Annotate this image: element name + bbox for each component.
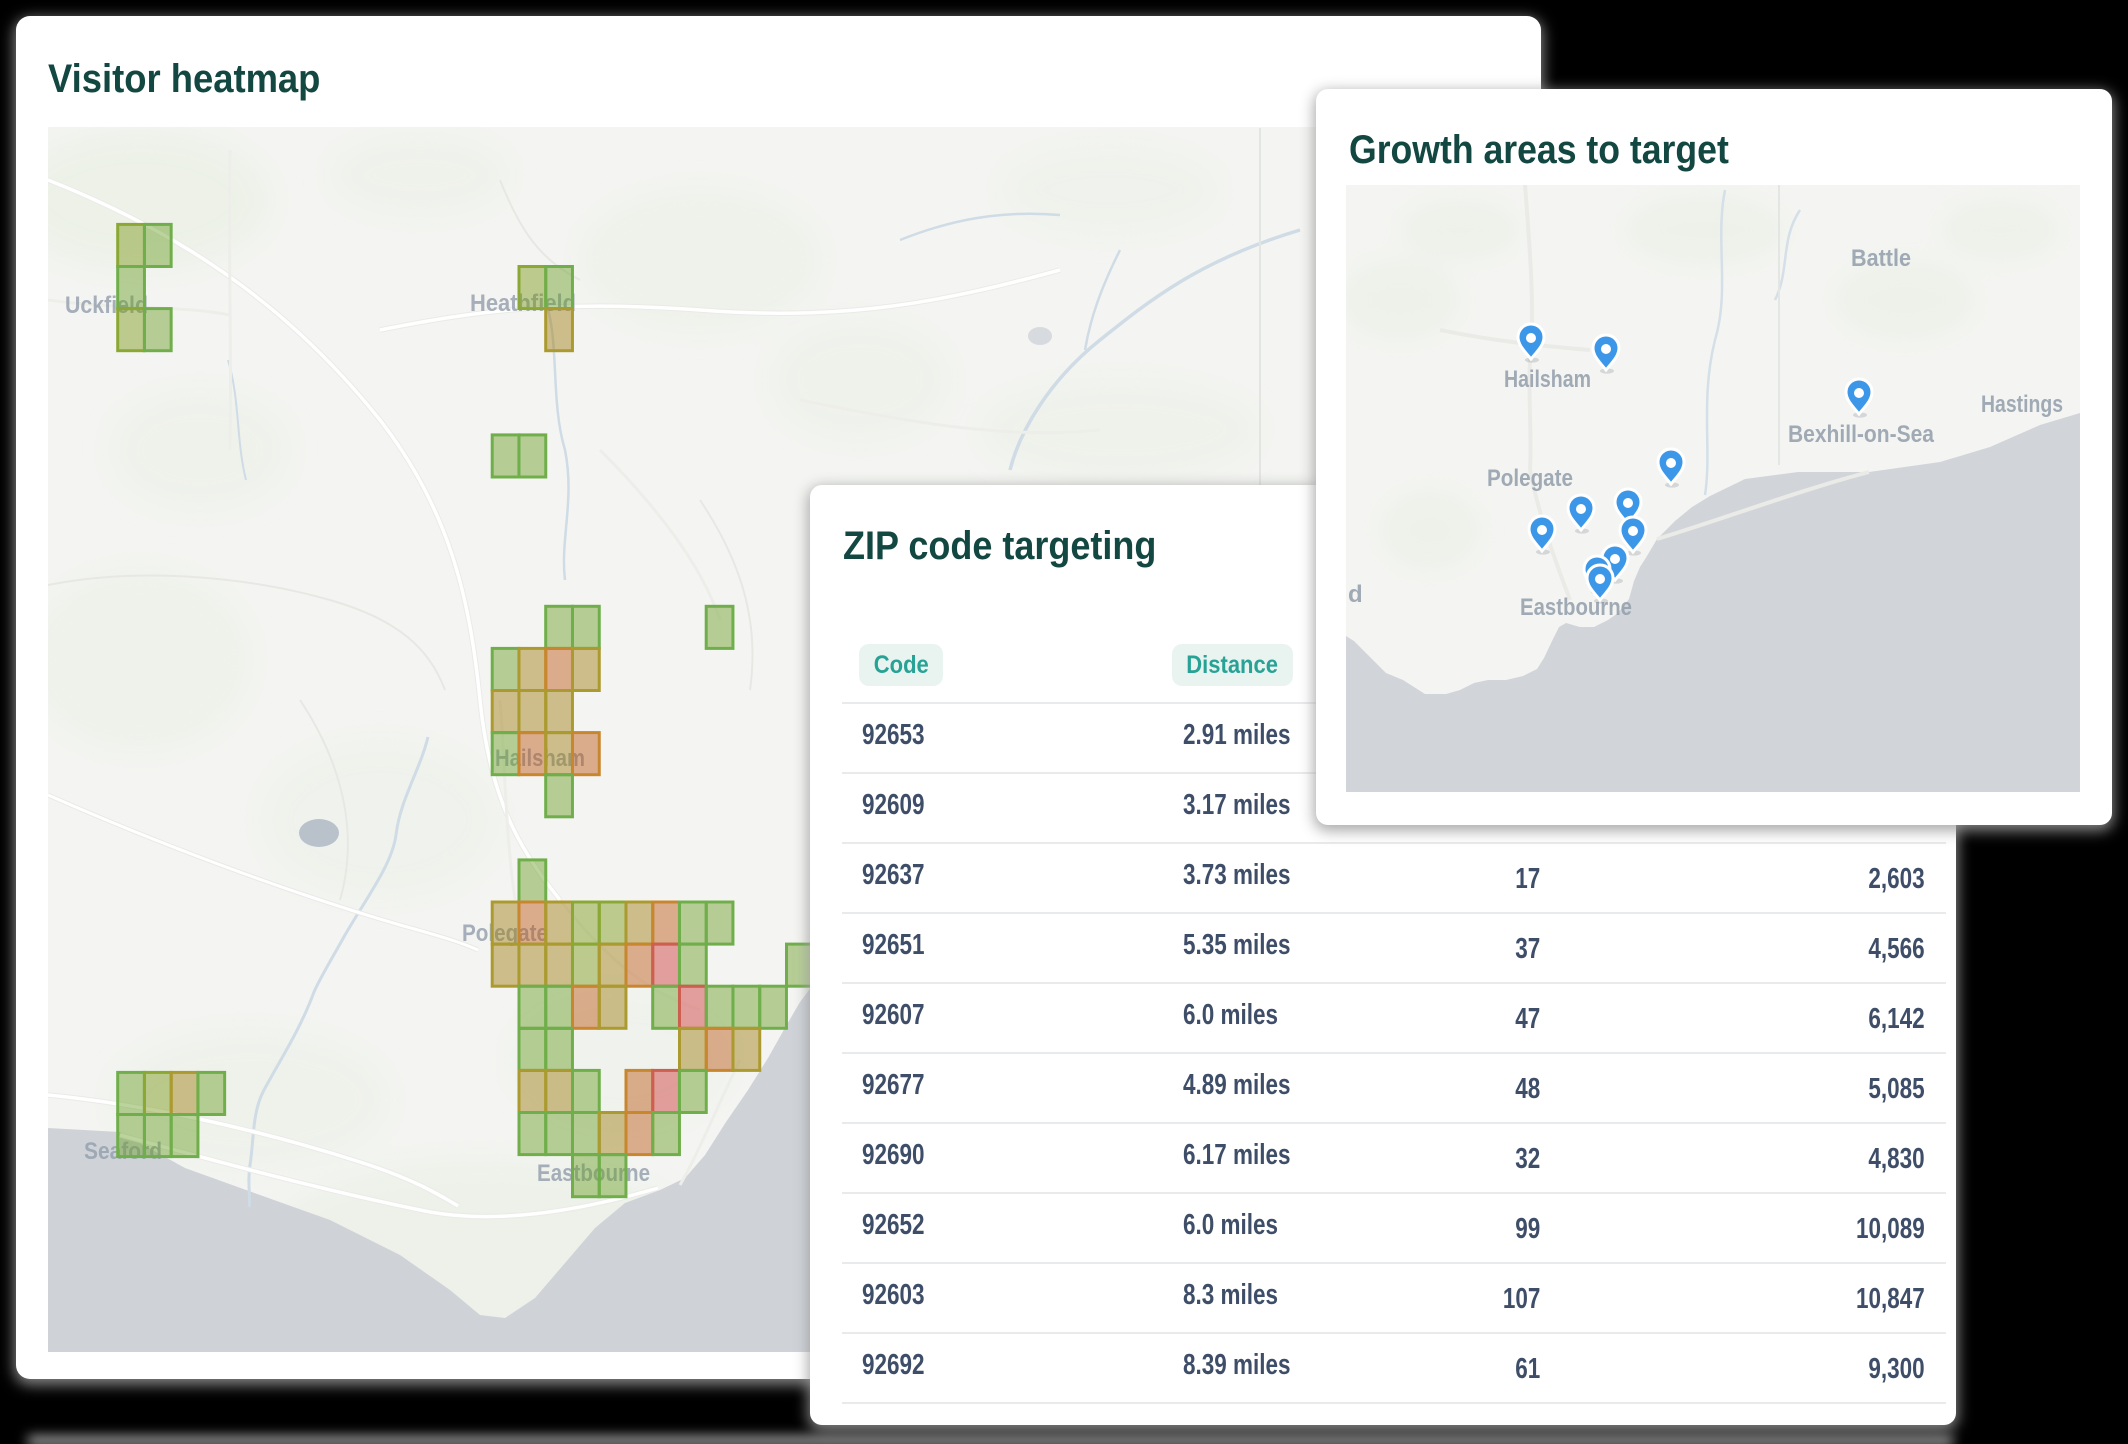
svg-text:Eastbourne: Eastbourne — [1520, 594, 1632, 621]
svg-text:Hailsham: Hailsham — [1504, 366, 1591, 393]
svg-text:Polegate: Polegate — [1487, 465, 1573, 492]
svg-text:Seaford: Seaford — [84, 1138, 162, 1165]
svg-text:Bexhill-on-Sea: Bexhill-on-Sea — [1788, 421, 1935, 448]
svg-text:Uckfield: Uckfield — [65, 292, 148, 319]
svg-text:d: d — [1348, 581, 1363, 608]
svg-text:Heathfield: Heathfield — [470, 290, 576, 317]
svg-text:Eastbourne: Eastbourne — [537, 1160, 650, 1187]
svg-text:Battle: Battle — [1851, 245, 1911, 272]
svg-text:Polegate: Polegate — [462, 920, 548, 947]
svg-text:Hailsham: Hailsham — [495, 745, 585, 772]
svg-text:Hastings: Hastings — [1981, 391, 2063, 418]
